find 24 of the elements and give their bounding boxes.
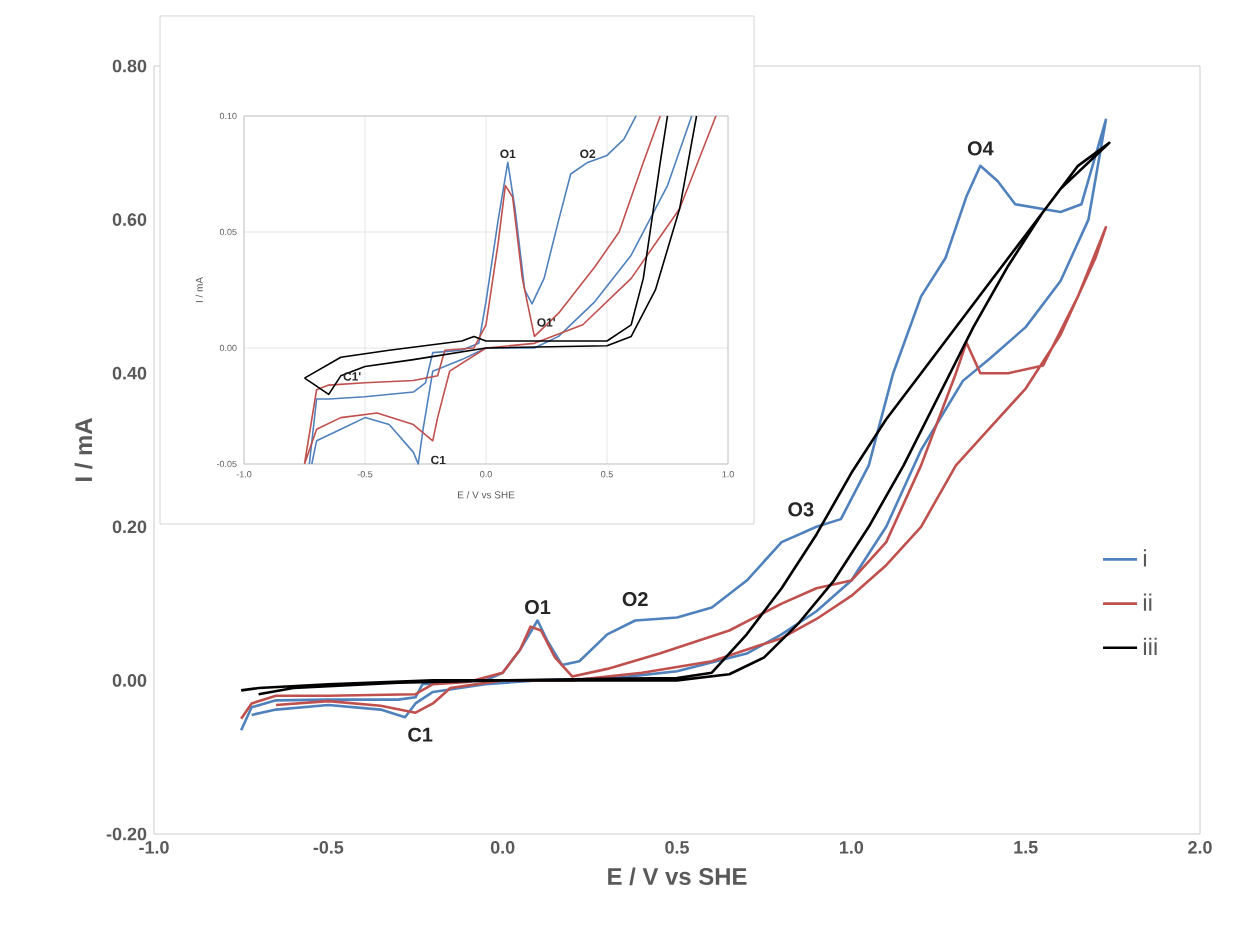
y-tick-label: -0.20 [106,827,147,841]
legend-label: ii [1143,593,1152,611]
x-tick-label: 0.0 [490,841,515,854]
y-tick-label: 0.20 [112,520,147,534]
legend-label: i [1143,549,1147,567]
y-tick-label: 0.40 [112,366,147,380]
annotation: O2 [622,592,648,607]
y-tick-label: 0.60 [112,213,147,226]
x-tick-label: 1.0 [840,841,864,854]
annotation: O3 [788,502,814,517]
x-axis-title: E / V vs SHE [608,867,747,886]
annotation: O1 [525,600,551,615]
legend-label: iii [1143,637,1157,655]
annotation: O4 [967,141,994,156]
x-tick-label: 1.5 [1014,841,1038,854]
x-tick-label: -1.0 [139,841,169,854]
x-tick-label: 2.0 [1188,841,1212,854]
y-tick-label: 0.80 [112,59,147,73]
annotation: C1 [408,727,433,742]
y-axis-title: I / mA [74,418,93,481]
y-tick-label: 0.00 [112,674,147,687]
line-series [239,225,1108,721]
x-tick-label: 0.5 [665,841,689,854]
x-tick-label: -0.5 [313,841,344,854]
